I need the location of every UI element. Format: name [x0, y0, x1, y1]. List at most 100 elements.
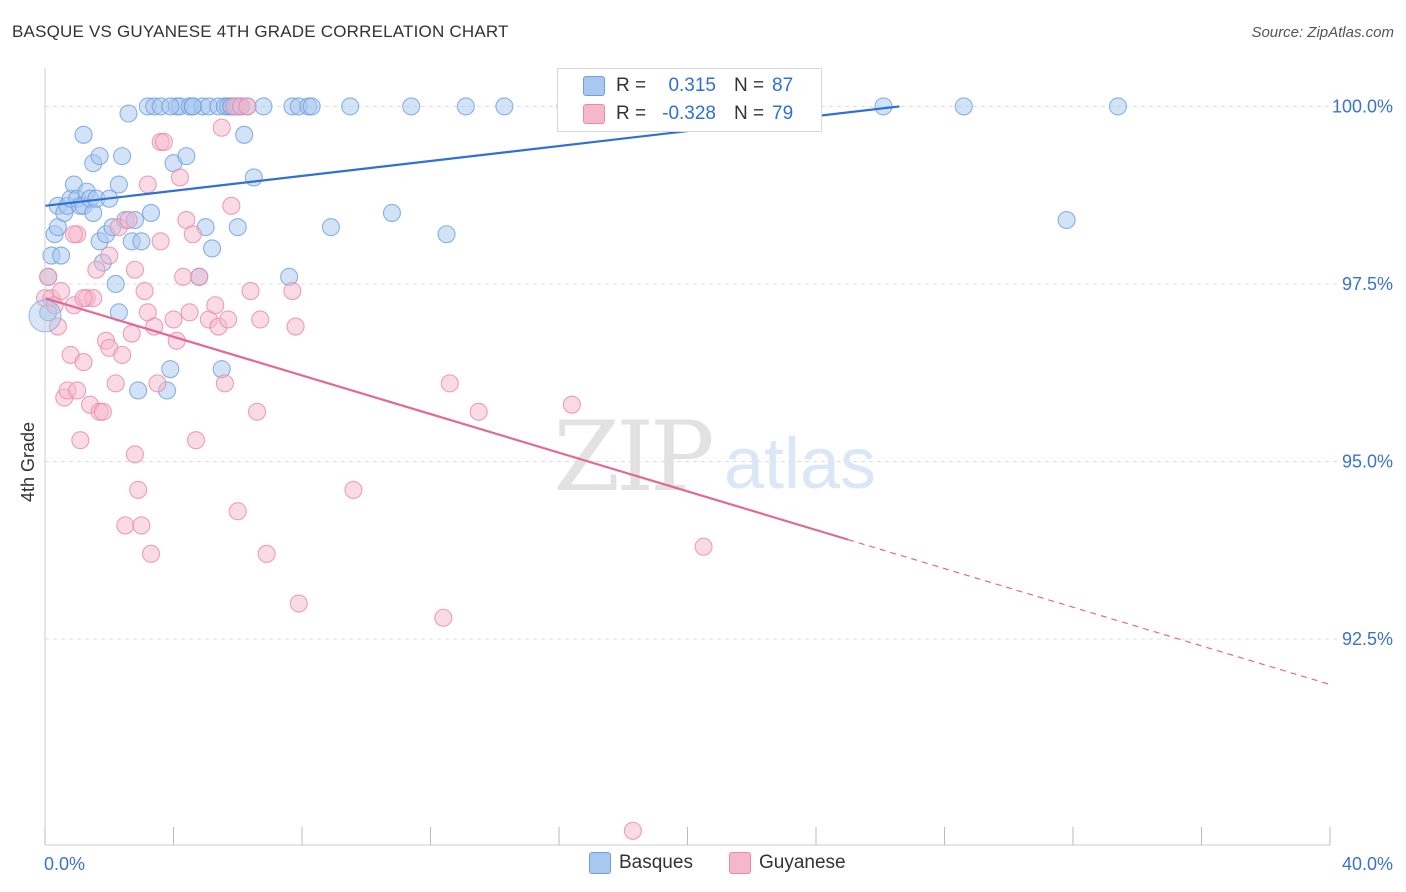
- basques-point: [254, 97, 273, 116]
- basques-point: [1057, 210, 1076, 230]
- guyanese-point: [694, 537, 713, 556]
- basques-swatch-icon: [589, 852, 611, 874]
- guyanese-point: [434, 608, 453, 627]
- guyanese-point: [93, 402, 112, 421]
- correlation-legend: R = 0.315 N = 87 R = -0.328 N = 79: [557, 68, 822, 132]
- x-tick-label: 40.0%: [1342, 854, 1393, 874]
- guyanese-point: [164, 310, 183, 329]
- basques-point: [874, 97, 893, 116]
- bottom-legend-label: Basques: [619, 852, 693, 874]
- x-tick-label: 0.0%: [44, 854, 85, 874]
- basques-point: [52, 246, 71, 265]
- guyanese-point: [215, 374, 234, 393]
- guyanese-point: [167, 331, 186, 350]
- guyanese-point: [87, 260, 106, 279]
- guyanese-point: [180, 303, 199, 322]
- watermark-atlas: atlas: [724, 424, 876, 504]
- basques-point: [203, 239, 222, 258]
- guyanese-point: [222, 196, 241, 215]
- guyanese-point: [170, 168, 189, 187]
- basques-point: [382, 203, 402, 222]
- guyanese-point: [469, 402, 488, 421]
- chart-source: Source: ZipAtlas.com: [1251, 24, 1394, 41]
- basques-point: [113, 147, 132, 166]
- y-tick-label: 100.0%: [1332, 96, 1393, 116]
- guyanese-point: [48, 317, 67, 336]
- guyanese-swatch-icon: [729, 852, 751, 874]
- guyanese-point: [138, 175, 157, 194]
- guyanese-point: [289, 594, 308, 613]
- guyanese-point: [64, 225, 83, 244]
- guyanese-point: [74, 353, 93, 372]
- guyanese-point: [440, 374, 459, 393]
- y-tick-label: 92.5%: [1342, 629, 1393, 649]
- guyanese-point: [241, 282, 260, 301]
- basques-point: [402, 97, 421, 116]
- basques-point: [1108, 97, 1128, 116]
- guyanese-point: [251, 310, 270, 329]
- basques-point: [109, 175, 128, 194]
- y-tick-label: 95.0%: [1342, 452, 1393, 472]
- basques-point: [495, 97, 514, 116]
- guyanese-point: [286, 317, 305, 336]
- chart-title: BASQUE VS GUYANESE 4TH GRADE CORRELATION…: [12, 22, 509, 41]
- guyanese-point: [212, 118, 231, 137]
- basques-point: [161, 97, 180, 116]
- guyanese-point: [119, 210, 138, 230]
- basques-point: [228, 218, 247, 237]
- basques-point: [74, 125, 93, 144]
- guyanese-point: [129, 480, 148, 499]
- guyanese-point: [68, 381, 87, 400]
- legend-n-value: 87: [772, 75, 794, 96]
- basques-point: [119, 104, 138, 123]
- guyanese-point: [71, 431, 90, 450]
- basques-point: [456, 97, 475, 116]
- guyanese-trend-extension: [847, 539, 1331, 686]
- guyanese-point: [39, 267, 58, 286]
- guyanese-point: [238, 97, 257, 116]
- basques-point: [302, 97, 321, 116]
- guyanese-point: [74, 289, 93, 308]
- basques-point: [183, 97, 202, 116]
- watermark-zip: ZIP: [553, 401, 712, 513]
- bottom-legend-guyanese: Guyanese: [729, 852, 846, 874]
- guyanese-point: [174, 267, 193, 286]
- guyanese-point: [113, 345, 132, 365]
- guyanese-point: [344, 480, 363, 499]
- guyanese-point: [186, 431, 206, 450]
- bottom-legend-label: Guyanese: [759, 852, 846, 874]
- guyanese-point: [228, 502, 247, 521]
- legend-r-value: 0.315: [668, 75, 716, 96]
- guyanese-point: [183, 225, 202, 244]
- legend-r-label: R =: [616, 103, 647, 124]
- guyanese-point: [141, 544, 161, 563]
- guyanese-point: [257, 544, 276, 563]
- guyanese-point: [562, 395, 581, 414]
- guyanese-point: [125, 260, 144, 279]
- guyanese-point: [151, 232, 170, 251]
- basques-point: [437, 225, 456, 244]
- y-axis-label: 4th Grade: [18, 422, 38, 502]
- guyanese-point: [148, 374, 167, 393]
- basques-point: [106, 274, 125, 294]
- guyanese-point: [132, 516, 151, 535]
- legend-n-label: N =: [734, 103, 765, 124]
- legend-n-label: N =: [734, 75, 765, 96]
- basques-point: [129, 381, 148, 400]
- guyanese-point: [106, 374, 125, 393]
- guyanese-point: [206, 296, 225, 315]
- legend-n-value: 79: [772, 103, 794, 124]
- guyanese-point: [623, 821, 642, 840]
- basques-point: [235, 125, 254, 144]
- guyanese-point: [247, 402, 267, 421]
- guyanese-point: [122, 324, 141, 343]
- guyanese-trend-line: [44, 297, 849, 541]
- basques-point: [177, 147, 196, 166]
- guyanese-point: [219, 310, 238, 329]
- guyanese-point: [135, 282, 154, 301]
- bottom-legend-basques: Basques: [589, 852, 693, 874]
- legend-row-guyanese: R = -0.328 N = 79: [558, 101, 821, 129]
- basques-point: [341, 97, 360, 116]
- basques-point: [90, 147, 109, 166]
- basques-point: [141, 203, 161, 222]
